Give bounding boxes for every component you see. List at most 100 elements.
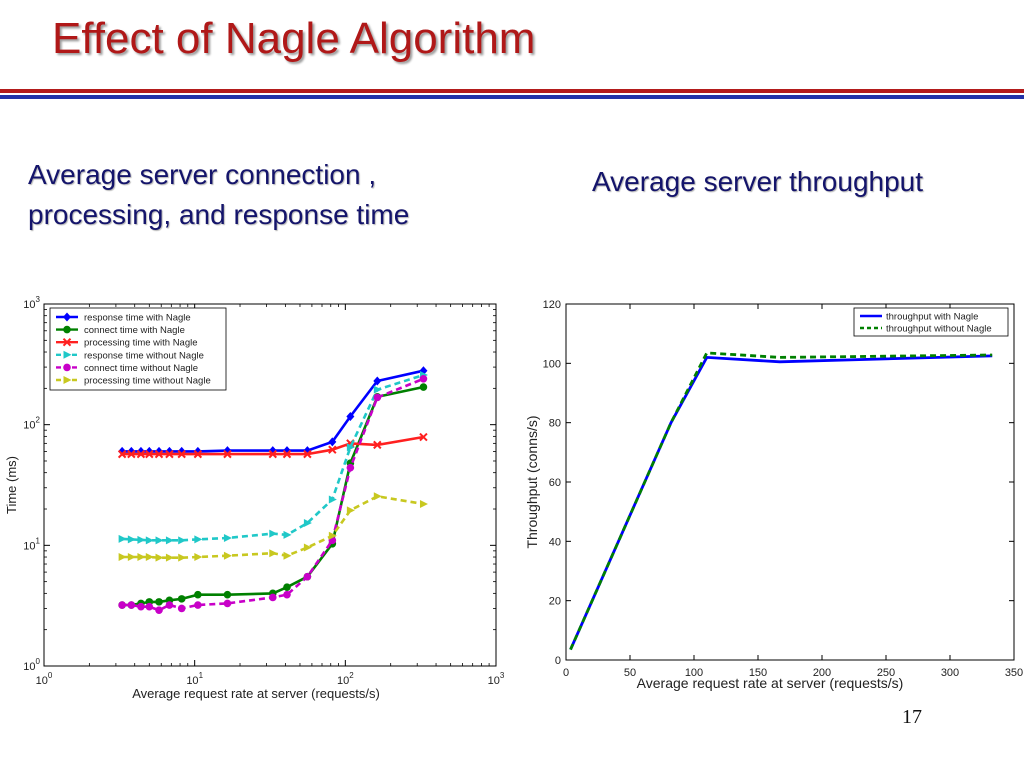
- legend-label: throughput without Nagle: [886, 324, 992, 335]
- legend-label: response time with Nagle: [84, 313, 191, 324]
- throughput-chart: 0 50 100 150 200 250 300 350 0 20 40 60 80 100 120 Aver…: [524, 299, 1023, 691]
- series-line: [122, 373, 424, 542]
- legend-marker: [63, 376, 72, 384]
- data-point: [127, 601, 136, 609]
- series-line: [122, 369, 424, 453]
- legend-marker: [63, 325, 71, 334]
- series-4: [118, 370, 428, 545]
- data-point: [178, 536, 187, 545]
- legend-label: throughput with Nagle: [886, 312, 978, 323]
- data-point: [283, 583, 291, 591]
- data-point: [419, 500, 428, 509]
- x-tick-label: 350: [1005, 667, 1023, 679]
- series-line: [122, 435, 424, 456]
- legend-label: connect time without Nagle: [84, 363, 198, 374]
- data-point: [283, 530, 292, 539]
- y-tick-label: 100: [23, 657, 40, 673]
- legend-marker: [63, 350, 72, 359]
- legend-label: processing time without Nagle: [84, 376, 211, 387]
- plot-frame: [565, 303, 1015, 661]
- legend-box: [49, 307, 227, 391]
- data-point: [155, 536, 164, 545]
- data-point: [373, 440, 382, 450]
- data-point: [137, 553, 146, 562]
- title-divider-red: [0, 89, 1024, 93]
- data-point: [419, 383, 428, 391]
- data-point: [118, 601, 126, 609]
- data-point: [137, 602, 145, 611]
- data-point: [346, 443, 355, 452]
- x-tick-label: 250: [877, 667, 895, 679]
- data-point: [155, 553, 164, 562]
- x-tick-label: 300: [941, 667, 959, 679]
- data-point: [127, 553, 136, 562]
- y-tick-label: 103: [23, 295, 40, 311]
- data-point: [145, 536, 154, 545]
- page-number: 17: [902, 706, 922, 728]
- data-point: [373, 393, 382, 402]
- data-point: [346, 506, 355, 515]
- x-axis-label: Average request rate at server (requests…: [132, 686, 380, 701]
- data-point: [154, 449, 164, 459]
- data-point: [373, 385, 382, 394]
- legend-label: response time without Nagle: [84, 350, 204, 361]
- data-point: [178, 553, 187, 562]
- legend-marker: [63, 363, 71, 372]
- legend-box: [853, 307, 1009, 337]
- data-point: [223, 599, 232, 608]
- data-point: [373, 376, 382, 386]
- data-point: [117, 449, 127, 459]
- data-point: [165, 553, 174, 562]
- slide-title: Effect of Nagle Algorithm: [52, 14, 536, 63]
- data-point: [177, 449, 186, 459]
- data-point: [282, 449, 292, 459]
- data-point: [283, 551, 292, 560]
- data-point: [223, 551, 232, 560]
- x-tick-label: 50: [624, 667, 636, 679]
- x-tick-label: 100: [685, 667, 703, 679]
- data-point: [118, 534, 127, 543]
- y-tick-label: 60: [549, 477, 561, 489]
- x-axis-label: Average request rate at server (requests…: [637, 675, 904, 691]
- series-5: [118, 374, 428, 615]
- data-point: [194, 553, 203, 562]
- data-point: [373, 492, 382, 501]
- data-point: [155, 606, 163, 615]
- legend-label: processing time with Nagle: [84, 338, 198, 349]
- data-point: [303, 572, 312, 581]
- y-tick-label: 0: [555, 655, 561, 667]
- data-point: [194, 535, 203, 544]
- data-point: [165, 601, 174, 609]
- x-tick-label: 100: [36, 671, 53, 687]
- data-point: [328, 531, 337, 540]
- data-point: [155, 598, 163, 606]
- data-point: [268, 593, 277, 602]
- y-tick-label: 101: [23, 536, 40, 552]
- x-tick-label: 103: [488, 671, 505, 687]
- y-tick-label: 40: [549, 536, 561, 548]
- series-3: [117, 432, 428, 459]
- data-point: [118, 553, 127, 562]
- x-tick-label: 102: [337, 671, 354, 687]
- y-tick-label: 20: [549, 596, 561, 608]
- data-point: [137, 535, 146, 544]
- data-point: [223, 449, 232, 459]
- x-tick-label: 200: [813, 667, 831, 679]
- data-point: [346, 411, 355, 421]
- data-point: [194, 590, 202, 599]
- series-6: [118, 492, 428, 562]
- data-point: [328, 495, 337, 504]
- data-point: [283, 590, 291, 599]
- data-point: [303, 519, 312, 528]
- legend-label: connect time with Nagle: [84, 325, 185, 336]
- data-point: [194, 601, 202, 609]
- data-point: [346, 463, 355, 472]
- x-tick-label: 0: [563, 667, 569, 679]
- x-tick-label: 101: [186, 671, 203, 687]
- data-point: [269, 549, 278, 558]
- data-point: [127, 535, 136, 544]
- series-2-line: [569, 351, 993, 651]
- y-tick-label: 80: [549, 418, 561, 430]
